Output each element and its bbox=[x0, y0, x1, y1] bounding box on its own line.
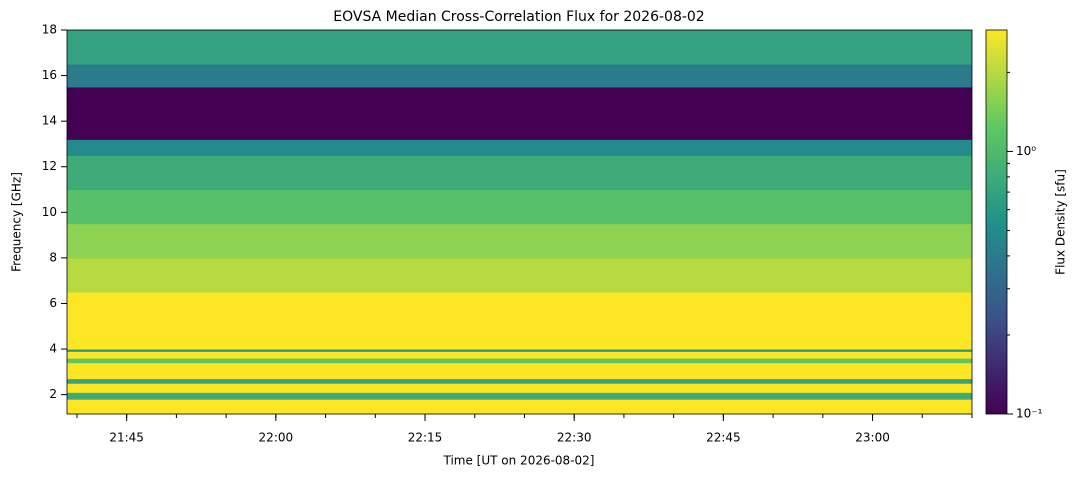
y-tick-label: 2 bbox=[49, 387, 57, 401]
heatmap-band bbox=[67, 292, 972, 350]
y-tick-label: 18 bbox=[42, 23, 57, 37]
heatmap-band bbox=[67, 223, 972, 259]
y-axis-label: Frequency [GHz] bbox=[10, 172, 24, 272]
heatmap-band bbox=[67, 86, 972, 140]
heatmap-band bbox=[67, 362, 972, 380]
heatmap-band bbox=[67, 392, 972, 400]
heatmap-band bbox=[67, 155, 972, 191]
x-tick-label: 22:00 bbox=[259, 431, 294, 445]
y-tick-label: 6 bbox=[49, 296, 57, 310]
y-tick-label: 12 bbox=[42, 159, 57, 173]
x-tick-label: 21:45 bbox=[109, 431, 144, 445]
heatmap-band bbox=[67, 30, 972, 65]
colorbar bbox=[985, 29, 1008, 415]
y-tick-label: 4 bbox=[49, 342, 57, 356]
heatmap-band bbox=[67, 139, 972, 156]
heatmap-band bbox=[67, 378, 972, 384]
y-tick-label: 16 bbox=[42, 68, 57, 82]
heatmap-band bbox=[67, 399, 972, 415]
heatmap-band bbox=[67, 358, 972, 364]
chart-title: EOVSA Median Cross-Correlation Flux for … bbox=[333, 9, 704, 25]
x-tick-label: 22:15 bbox=[408, 431, 443, 445]
x-axis-label: Time [UT on 2026-08-02] bbox=[443, 454, 595, 468]
x-tick-label: 22:30 bbox=[557, 431, 592, 445]
colorbar-tick-label: 10⁰ bbox=[1016, 144, 1036, 158]
heatmap-band bbox=[67, 383, 972, 393]
x-tick-label: 23:00 bbox=[855, 431, 890, 445]
y-tick-label: 8 bbox=[49, 250, 57, 264]
colorbar-tick-label: 10⁻¹ bbox=[1016, 407, 1043, 421]
heatmap-band bbox=[67, 64, 972, 88]
heatmap-band bbox=[67, 257, 972, 293]
heatmap-band bbox=[67, 189, 972, 225]
colorbar-label: Flux Density [sfu] bbox=[1054, 169, 1068, 275]
x-tick-label: 22:45 bbox=[706, 431, 741, 445]
plot-frame bbox=[66, 29, 973, 415]
y-tick-label: 14 bbox=[42, 114, 57, 128]
y-tick-label: 10 bbox=[42, 205, 57, 219]
heatmap-band bbox=[67, 351, 972, 359]
heatmap-band bbox=[67, 349, 972, 352]
